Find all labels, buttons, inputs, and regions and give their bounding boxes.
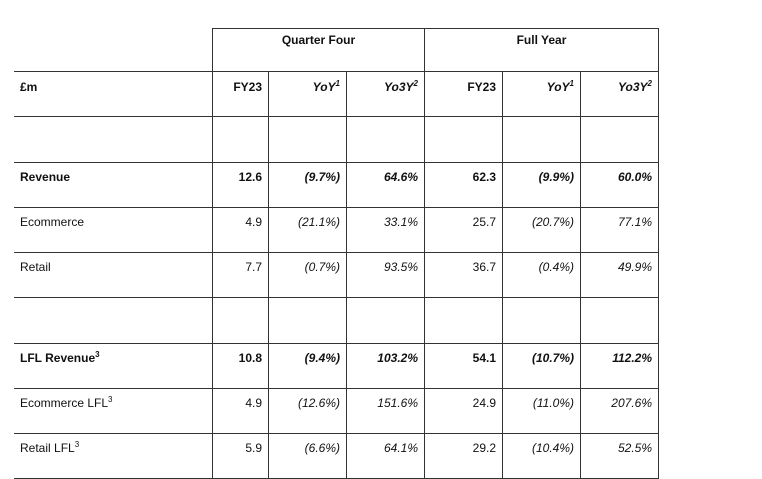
table-row-ecommerce: Ecommerce 4.9 (21.1%) 33.1% 25.7 (20.7%)… [14,207,659,253]
cell-q-yoy: (12.6%) [268,388,347,434]
cell-q-fy23: 4.9 [212,388,269,434]
cell-fy-fy23: 54.1 [424,343,503,389]
cell-q-fy23: 7.7 [212,252,269,298]
cell-q-fy23: 10.8 [212,343,269,389]
financial-table-container: Quarter Four Full Year £m FY23 YoY1 Yo3Y… [14,28,659,479]
cell-q-yoy: (6.6%) [268,433,347,479]
row-label: Retail [14,252,213,298]
row-label: Revenue [14,162,213,208]
col-fy-yoy: YoY1 [502,71,581,117]
row-label: Retail LFL3 [14,433,213,479]
cell-q-yo3y: 93.5% [346,252,425,298]
group-header-blank [14,29,213,72]
cell-q-yo3y: 33.1% [346,207,425,253]
group-header-full-year: Full Year [424,28,659,72]
table-row-ecommerce-lfl: Ecommerce LFL3 4.9 (12.6%) 151.6% 24.9 (… [14,388,659,434]
col-q-yoy: YoY1 [268,71,347,117]
col-fy-yo3y: Yo3Y2 [580,71,659,117]
group-header-quarter: Quarter Four [212,28,425,72]
row-label: Ecommerce [14,207,213,253]
table-row-retail-lfl: Retail LFL3 5.9 (6.6%) 64.1% 29.2 (10.4%… [14,433,659,479]
cell-fy-fy23: 29.2 [424,433,503,479]
cell-fy-yoy: (9.9%) [502,162,581,208]
col-q-fy23: FY23 [212,71,269,117]
table-row-retail: Retail 7.7 (0.7%) 93.5% 36.7 (0.4%) 49.9… [14,252,659,298]
cell-q-yoy: (9.4%) [268,343,347,389]
spacer-row [14,297,659,344]
cell-fy-yoy: (10.7%) [502,343,581,389]
cell-fy-yoy: (11.0%) [502,388,581,434]
cell-fy-yo3y: 52.5% [580,433,659,479]
cell-fy-yo3y: 60.0% [580,162,659,208]
cell-q-yo3y: 151.6% [346,388,425,434]
row-label: LFL Revenue3 [14,343,213,389]
cell-fy-yo3y: 49.9% [580,252,659,298]
table-row-lfl-revenue: LFL Revenue3 10.8 (9.4%) 103.2% 54.1 (10… [14,343,659,389]
group-header-row: Quarter Four Full Year [14,28,659,72]
cell-fy-yo3y: 112.2% [580,343,659,389]
cell-q-yo3y: 64.1% [346,433,425,479]
cell-q-yoy: (21.1%) [268,207,347,253]
cell-q-fy23: 4.9 [212,207,269,253]
cell-q-yo3y: 103.2% [346,343,425,389]
cell-fy-yoy: (20.7%) [502,207,581,253]
cell-q-yoy: (0.7%) [268,252,347,298]
cell-q-fy23: 12.6 [212,162,269,208]
cell-fy-yoy: (0.4%) [502,252,581,298]
unit-label: £m [14,71,213,117]
cell-fy-fy23: 25.7 [424,207,503,253]
cell-fy-fy23: 62.3 [424,162,503,208]
cell-fy-yo3y: 77.1% [580,207,659,253]
col-fy-fy23: FY23 [424,71,503,117]
row-label: Ecommerce LFL3 [14,388,213,434]
cell-q-yo3y: 64.6% [346,162,425,208]
financial-table: Quarter Four Full Year £m FY23 YoY1 Yo3Y… [14,28,659,479]
spacer-row [14,116,659,163]
cell-fy-yoy: (10.4%) [502,433,581,479]
cell-fy-fy23: 36.7 [424,252,503,298]
cell-q-fy23: 5.9 [212,433,269,479]
table-row-revenue: Revenue 12.6 (9.7%) 64.6% 62.3 (9.9%) 60… [14,162,659,208]
cell-fy-fy23: 24.9 [424,388,503,434]
column-header-row: £m FY23 YoY1 Yo3Y2 FY23 YoY1 Yo3Y2 [14,71,659,117]
col-q-yo3y: Yo3Y2 [346,71,425,117]
cell-q-yoy: (9.7%) [268,162,347,208]
cell-fy-yo3y: 207.6% [580,388,659,434]
